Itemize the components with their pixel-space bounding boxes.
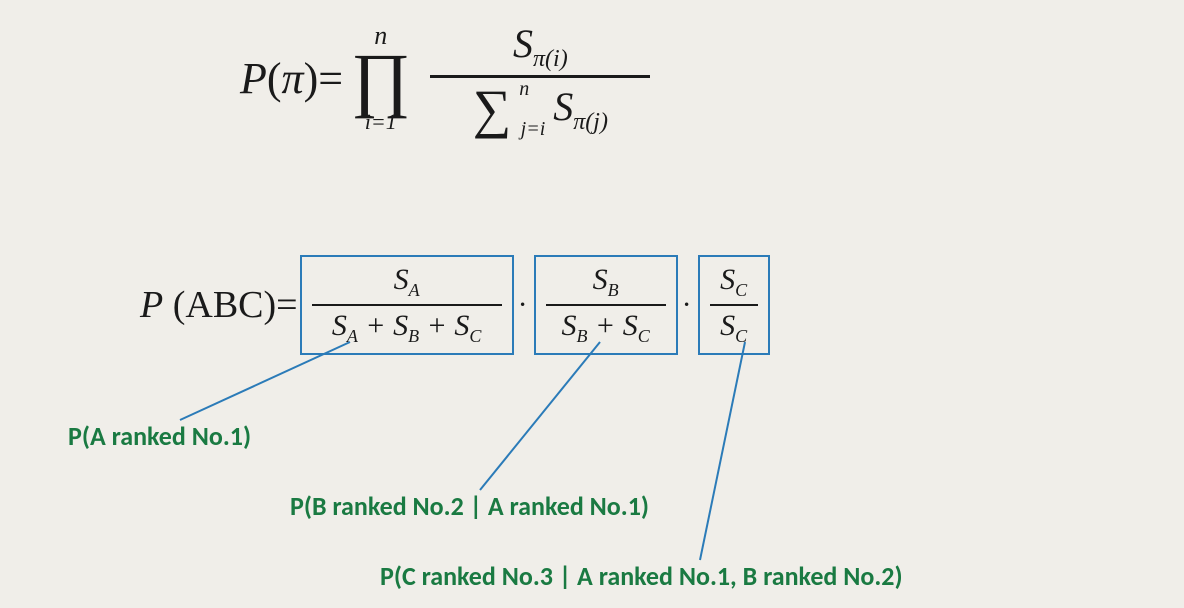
term-box-1: SA SA + SB + SC bbox=[300, 255, 514, 355]
sum-upper-limit: n bbox=[519, 78, 529, 101]
label-C: P(C ranked No.3 | A ranked No.1, B ranke… bbox=[380, 560, 903, 592]
sum-operator: ∑ n j=i bbox=[473, 82, 512, 137]
eq1-num-base: S bbox=[513, 21, 533, 66]
eq2-P: P bbox=[140, 284, 163, 326]
term3-fraction: SC SC bbox=[710, 263, 758, 347]
term3-num: SC bbox=[720, 263, 747, 304]
term2-fraction: SB SB + SC bbox=[546, 263, 666, 347]
eq1-denominator: ∑ n j=i Sπ(j) bbox=[473, 78, 608, 137]
term1-fraction: SA SA + SB + SC bbox=[312, 263, 502, 347]
sum-symbol: ∑ bbox=[473, 79, 512, 139]
connector-2 bbox=[480, 342, 600, 490]
eq1-lhs: P(π) bbox=[240, 53, 318, 104]
eq1-den-sub: π(j) bbox=[573, 109, 608, 135]
product-operator: n ∏ i=1 bbox=[351, 43, 410, 115]
eq2-equals: = bbox=[276, 284, 297, 326]
product-upper-limit: n bbox=[374, 21, 387, 51]
connector-3 bbox=[700, 342, 745, 560]
eq2-open: ( bbox=[163, 284, 185, 326]
product-symbol: ∏ bbox=[351, 39, 410, 119]
label-B: P(B ranked No.2 | A ranked No.1) bbox=[290, 490, 649, 522]
term1-num: SA bbox=[394, 263, 420, 304]
product-lower-limit: i=1 bbox=[365, 109, 397, 135]
eq1-arg: π bbox=[282, 54, 304, 103]
eq2-lhs: P (ABC)= bbox=[140, 283, 298, 327]
eq1-den-base: S bbox=[553, 84, 573, 129]
eq1-close: ) bbox=[304, 54, 319, 103]
eq2-arg: ABC bbox=[185, 284, 263, 326]
eq1-num-sub: π(i) bbox=[533, 46, 568, 72]
equation-example: P (ABC)= SA SA + SB + SC · SB SB + SC · … bbox=[140, 255, 770, 355]
eq1-open: ( bbox=[267, 54, 282, 103]
eq2-close: ) bbox=[264, 284, 277, 326]
eq1-den-term: Sπ(j) bbox=[553, 83, 608, 136]
sum-lower-limit: j=i bbox=[521, 118, 546, 141]
equation-general: P(π) = n ∏ i=1 Sπ(i) ∑ n j=i Sπ(j) bbox=[240, 20, 650, 137]
label-A: P(A ranked No.1) bbox=[68, 420, 251, 452]
term2-num: SB bbox=[593, 263, 619, 304]
term3-den: SC bbox=[720, 306, 747, 347]
term1-den: SA + SB + SC bbox=[332, 306, 482, 347]
eq1-equals: = bbox=[318, 53, 343, 104]
multiply-dot-1: · bbox=[518, 288, 528, 322]
term2-den: SB + SC bbox=[561, 306, 649, 347]
eq1-P: P bbox=[240, 54, 267, 103]
eq1-numerator: Sπ(i) bbox=[513, 20, 568, 75]
multiply-dot-2: · bbox=[682, 288, 692, 322]
term-box-3: SC SC bbox=[698, 255, 770, 355]
term-box-2: SB SB + SC bbox=[534, 255, 678, 355]
eq1-fraction: Sπ(i) ∑ n j=i Sπ(j) bbox=[430, 20, 650, 137]
